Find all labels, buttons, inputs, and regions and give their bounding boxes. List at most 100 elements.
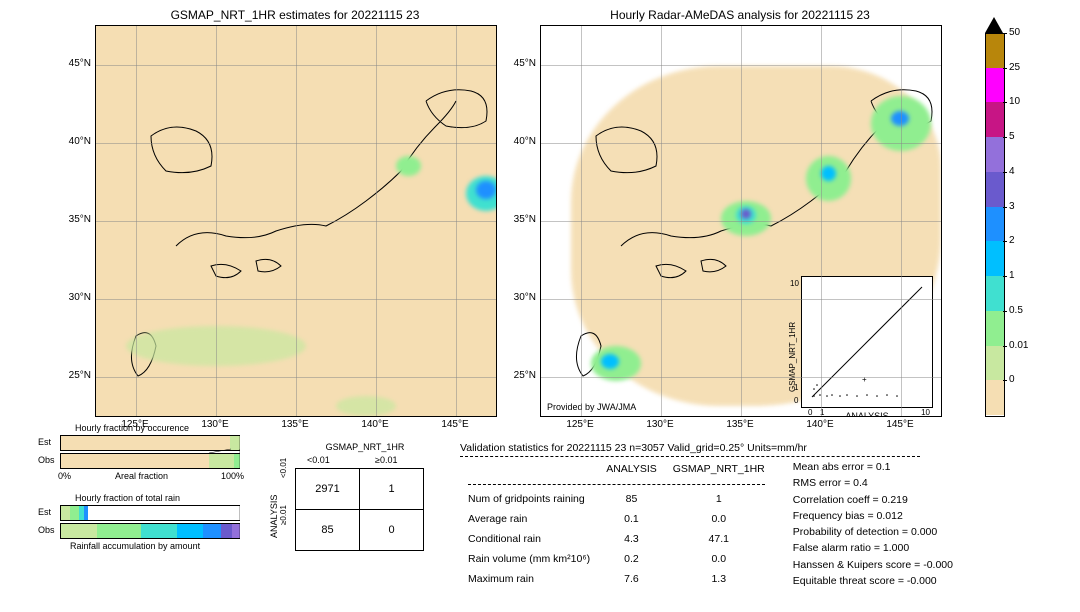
axis-label: Areal fraction xyxy=(115,471,168,481)
validation-stats: Validation statistics for 20221115 23 n=… xyxy=(460,442,1060,589)
x-tick: 140°E xyxy=(800,419,840,430)
colorbar-label: 5 xyxy=(1009,131,1039,142)
rain-blob xyxy=(741,209,751,219)
colorbar-segment xyxy=(985,380,1005,415)
bar-segment xyxy=(97,524,143,538)
col-header: GSMAP_NRT_1HR xyxy=(315,442,415,452)
right-map-title: Hourly Radar-AMeDAS analysis for 2022111… xyxy=(540,8,940,22)
bar-segment xyxy=(141,524,178,538)
y-tick: 45°N xyxy=(61,58,91,69)
stat-line: Hanssen & Kuipers score = -0.000 xyxy=(793,557,953,573)
rain-blob xyxy=(396,156,421,176)
colorbar-label: 2 xyxy=(1009,235,1039,246)
bar-segment xyxy=(203,524,222,538)
bar-segment xyxy=(61,454,210,468)
row-label: <0.01 xyxy=(279,458,288,478)
x-tick: 145°E xyxy=(435,419,475,430)
colorbar-label: 50 xyxy=(1009,27,1039,38)
est-bar xyxy=(60,435,240,451)
right-map: Provided by JWA/JMA + ANALYSIS GSMAP_NRT… xyxy=(540,25,942,417)
table-row: Average rain0.10.0 xyxy=(460,509,773,529)
left-map xyxy=(95,25,497,417)
scatter-tick: 0 xyxy=(794,396,798,405)
x-tick: 125°E xyxy=(115,419,155,430)
bar-segment xyxy=(209,454,235,468)
stat-line: Probability of detection = 0.000 xyxy=(793,524,953,540)
colorbar-segment xyxy=(985,207,1005,242)
colorbar-segment xyxy=(985,33,1005,68)
cell: 2971 xyxy=(295,468,360,510)
bar-segment xyxy=(61,524,98,538)
obs-bar xyxy=(60,453,240,469)
colorbar-segment xyxy=(985,102,1005,137)
cell: 0 xyxy=(359,509,424,551)
divider xyxy=(460,456,920,457)
y-tick: 35°N xyxy=(61,214,91,225)
stat-line: Frequency bias = 0.012 xyxy=(793,508,953,524)
stat-line: Correlation coeff = 0.219 xyxy=(793,492,953,508)
rain-blob xyxy=(476,181,496,199)
table-row: Conditional rain4.347.1 xyxy=(460,529,773,549)
col-header: ANALYSIS xyxy=(598,459,665,479)
y-tick: 35°N xyxy=(506,214,536,225)
table-row: Num of gridpoints raining851 xyxy=(460,489,773,509)
y-tick: 25°N xyxy=(61,370,91,381)
scatter-tick: 10 xyxy=(790,279,799,288)
row-header: ANALYSIS xyxy=(269,478,279,538)
bar-segment xyxy=(232,524,240,538)
hourly-total: Hourly fraction of total rain Est Obs Ra… xyxy=(60,505,240,541)
colorbar-segment xyxy=(985,241,1005,276)
table-row: Maximum rain7.61.3 xyxy=(460,569,773,589)
contingency-table: GSMAP_NRT_1HR ANALYSIS <0.01 ≥0.01 <0.01… xyxy=(295,460,425,550)
y-tick: 40°N xyxy=(61,136,91,147)
bar-segment xyxy=(234,454,240,468)
footer-label: Rainfall accumulation by amount xyxy=(70,541,200,551)
colorbar-segment xyxy=(985,346,1005,381)
colorbar-segment xyxy=(985,172,1005,207)
x-tick: 135°E xyxy=(275,419,315,430)
colorbar-label: 0.01 xyxy=(1009,340,1039,351)
left-map-title: GSMAP_NRT_1HR estimates for 20221115 23 xyxy=(95,8,495,22)
row-label: Obs xyxy=(38,455,55,465)
colorbar-segment xyxy=(985,137,1005,172)
row-label: Est xyxy=(38,437,51,447)
y-tick: 45°N xyxy=(506,58,536,69)
table-row: Rain volume (mm km²10⁶)0.20.0 xyxy=(460,549,773,569)
bar-segment xyxy=(230,436,240,450)
y-tick: 25°N xyxy=(506,370,536,381)
scatter-tick: 1 xyxy=(794,383,798,392)
bar-segment xyxy=(177,524,205,538)
cell: 1 xyxy=(359,468,424,510)
x-tick: 130°E xyxy=(640,419,680,430)
colorbar-label: 0.5 xyxy=(1009,305,1039,316)
map-credit: Provided by JWA/JMA xyxy=(547,402,636,412)
cell: 85 xyxy=(295,509,360,551)
x-tick: 125°E xyxy=(560,419,600,430)
colorbar-segment xyxy=(985,68,1005,103)
rain-blob xyxy=(601,354,619,369)
y-tick: 30°N xyxy=(61,292,91,303)
colorbar-label: 1 xyxy=(1009,270,1039,281)
stat-line: False alarm ratio = 1.000 xyxy=(793,540,953,556)
stat-line: Mean abs error = 0.1 xyxy=(793,459,953,475)
colorbar-label: 4 xyxy=(1009,166,1039,177)
colorbar-label: 10 xyxy=(1009,96,1039,107)
stat-list: Mean abs error = 0.1RMS error = 0.4Corre… xyxy=(793,459,953,589)
scatter-tick: 0 xyxy=(808,408,812,417)
y-tick: 40°N xyxy=(506,136,536,147)
stat-line: RMS error = 0.4 xyxy=(793,475,953,491)
colorbar-segment xyxy=(985,311,1005,346)
bar-segment xyxy=(61,436,231,450)
rain-blob xyxy=(821,166,836,181)
rain-blob xyxy=(891,111,909,126)
axis-label: 100% xyxy=(221,471,244,481)
row-label: Est xyxy=(38,507,51,517)
validation-title: Validation statistics for 20221115 23 n=… xyxy=(460,442,1060,454)
colorbar-label: 25 xyxy=(1009,62,1039,73)
est-bar xyxy=(60,505,240,521)
bar-segment xyxy=(88,506,240,520)
col-label: <0.01 xyxy=(307,455,330,465)
col-header: GSMAP_NRT_1HR xyxy=(665,459,773,479)
col-label: ≥0.01 xyxy=(375,455,397,465)
x-tick: 135°E xyxy=(720,419,760,430)
